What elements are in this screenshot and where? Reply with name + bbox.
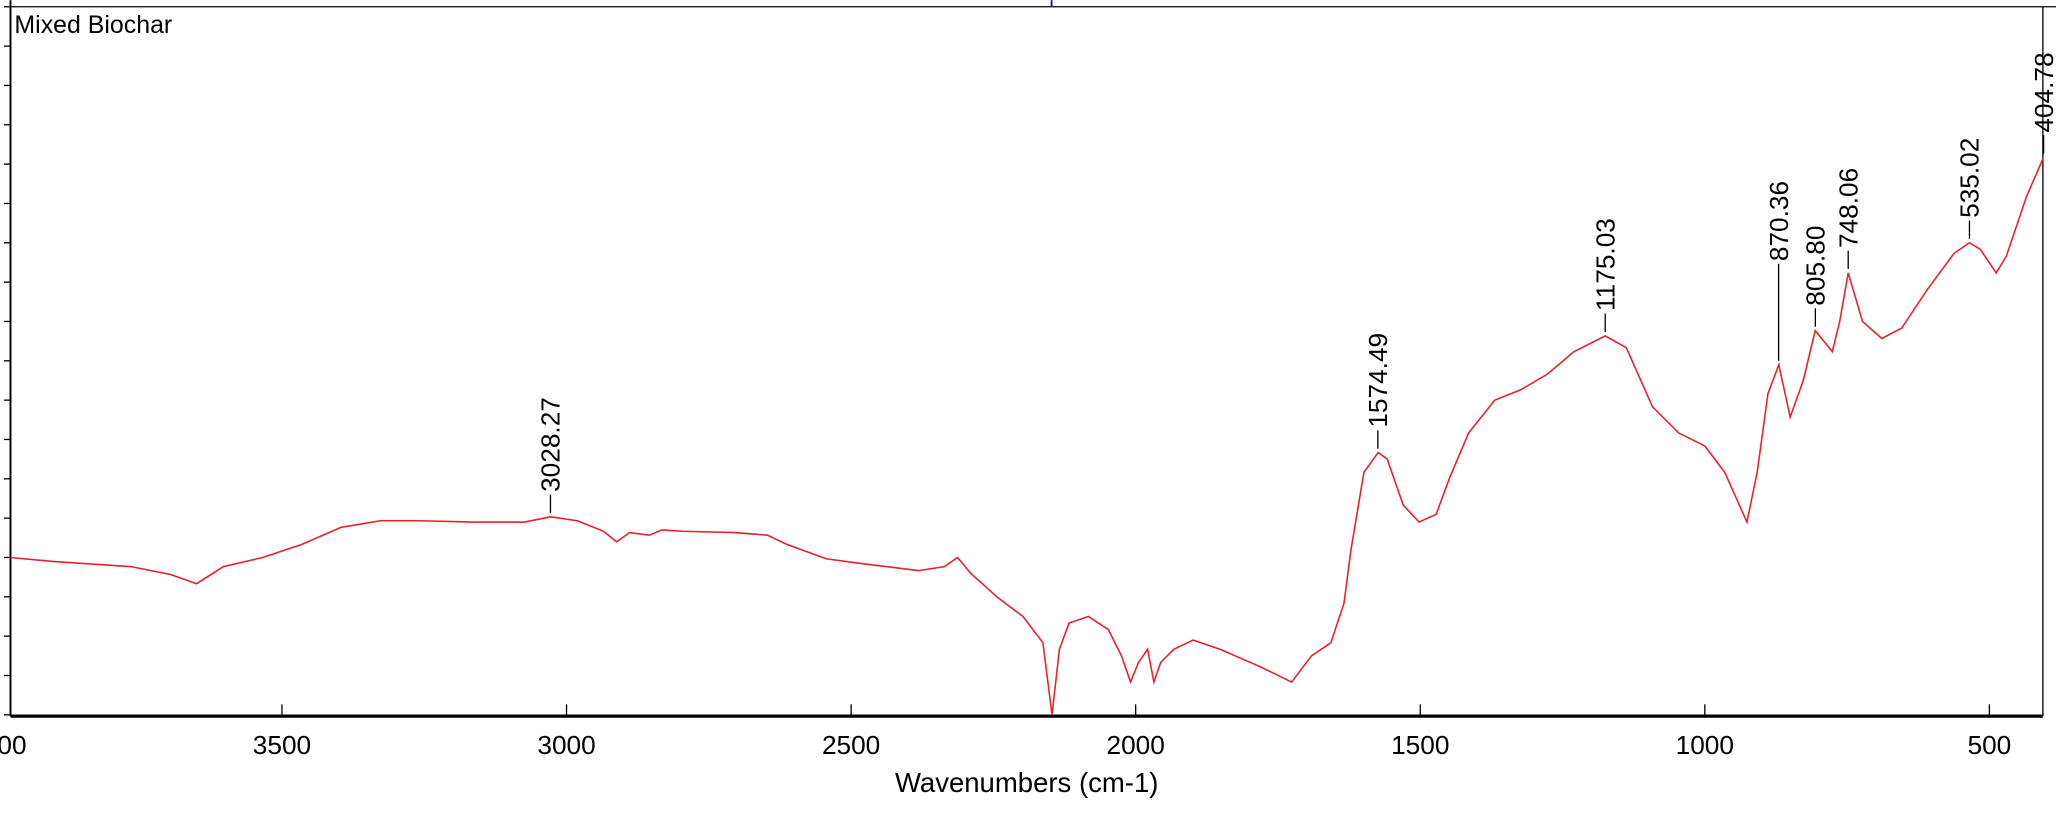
peak-label: 805.80: [1801, 226, 1831, 306]
peak-label: 1574.49: [1363, 333, 1393, 428]
x-tick-label: 1000: [1676, 730, 1734, 760]
spectrum-line: [10, 157, 2045, 715]
x-tick-label: 4000: [0, 730, 27, 760]
x-tick-label: 2500: [822, 730, 880, 760]
peak-label: 535.02: [1955, 138, 1985, 218]
x-axis-label: Wavenumbers (cm-1): [895, 767, 1158, 798]
peak-label: 1175.03: [1590, 218, 1620, 311]
peak-label: 404.78: [2029, 52, 2056, 132]
x-tick-label: 1500: [1391, 730, 1449, 760]
peak-label: 3028.27: [536, 397, 566, 492]
x-tick-label: 2000: [1107, 730, 1165, 760]
chart-title: Mixed Biochar: [14, 11, 172, 39]
x-tick-label: 3500: [253, 730, 311, 760]
x-tick-label: 500: [1968, 730, 2012, 760]
peak-label: 748.06: [1833, 168, 1863, 248]
x-tick-label: 3000: [537, 730, 595, 760]
peak-label: 870.36: [1764, 181, 1794, 261]
